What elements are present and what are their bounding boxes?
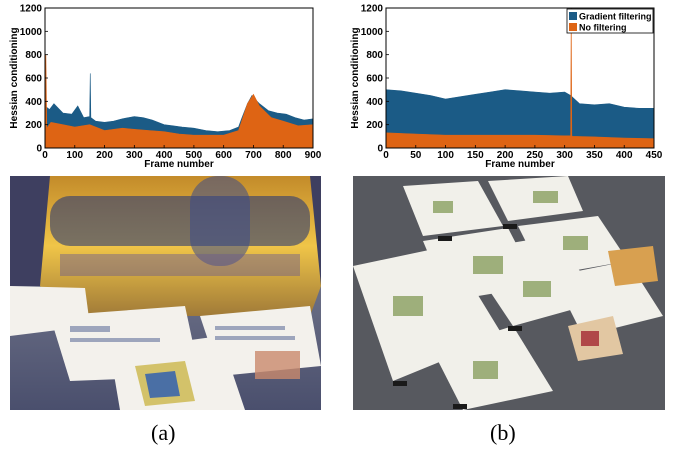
- photo-b: [353, 176, 665, 410]
- y-tick-label: 800: [366, 50, 383, 61]
- x-axis-label: Frame number: [485, 159, 555, 170]
- y-tick-label: 1000: [361, 27, 384, 38]
- legend-label: No filtering: [579, 23, 627, 33]
- chart-b: 0 50 100 150 200 250 300 350 400 450 0 200 400 600 800…: [350, 4, 663, 171]
- y-tick-label: 200: [366, 120, 383, 131]
- series-area-2: [44, 54, 314, 149]
- x-tick-label: 400: [156, 150, 173, 161]
- y-tick-label: 600: [366, 74, 383, 85]
- x-tick-label: 100: [66, 150, 83, 161]
- series-area-1: [385, 89, 655, 149]
- x-tick-label: 600: [215, 150, 232, 161]
- legend-swatch: [569, 12, 577, 20]
- x-tick-label: 100: [437, 150, 454, 161]
- y-axis-label: Hessian conditioning: [350, 27, 361, 128]
- x-tick-label: 250: [527, 150, 544, 161]
- x-tick-label: 150: [467, 150, 484, 161]
- x-tick-label: 900: [305, 150, 322, 161]
- legend-swatch: [569, 23, 577, 31]
- y-axis-label: Hessian conditioning: [9, 27, 20, 128]
- caption-a: (a): [151, 420, 176, 445]
- x-tick-label: 450: [646, 150, 663, 161]
- y-tick-label: 600: [25, 74, 42, 85]
- y-tick-label: 400: [25, 97, 42, 108]
- x-tick-label: 700: [245, 150, 262, 161]
- x-tick-label: 0: [383, 150, 389, 161]
- series-area-2: [385, 7, 655, 149]
- caption-b: (b): [490, 420, 516, 445]
- y-tick-label: 1200: [361, 4, 384, 15]
- legend-box: [566, 8, 654, 34]
- x-tick-label: 300: [126, 150, 143, 161]
- x-tick-label: 300: [556, 150, 573, 161]
- y-tick-label: 200: [25, 120, 42, 131]
- y-tick-label: 1200: [20, 4, 43, 15]
- photo-a: [10, 176, 321, 410]
- x-tick-label: 0: [42, 150, 48, 161]
- x-tick-label: 400: [616, 150, 633, 161]
- x-axis-label: Frame number: [144, 159, 214, 170]
- x-tick-label: 800: [275, 150, 292, 161]
- chart-a: 0 100 200 300 400 500 600 700 800 900 0 200 400 600 80…: [9, 4, 322, 171]
- x-tick-label: 200: [497, 150, 514, 161]
- y-tick-label: 800: [25, 50, 42, 61]
- y-tick-label: 400: [366, 97, 383, 108]
- y-tick-label: 0: [36, 144, 42, 155]
- x-tick-label: 50: [410, 150, 422, 161]
- legend-label: Gradient filtering: [579, 12, 652, 22]
- x-tick-label: 500: [186, 150, 203, 161]
- y-tick-label: 0: [377, 144, 383, 155]
- x-tick-label: 200: [96, 150, 113, 161]
- x-tick-label: 350: [586, 150, 603, 161]
- y-tick-label: 1000: [20, 27, 43, 38]
